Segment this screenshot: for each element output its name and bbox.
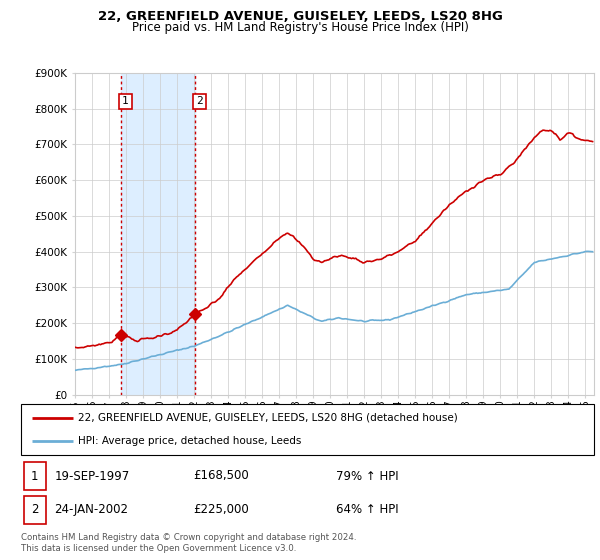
Text: Contains HM Land Registry data © Crown copyright and database right 2024.
This d: Contains HM Land Registry data © Crown c… (21, 533, 356, 553)
Text: 2: 2 (31, 503, 38, 516)
Bar (24, 462, 46, 490)
Text: 2: 2 (196, 96, 203, 106)
Text: Price paid vs. HM Land Registry's House Price Index (HPI): Price paid vs. HM Land Registry's House … (131, 21, 469, 34)
Text: HPI: Average price, detached house, Leeds: HPI: Average price, detached house, Leed… (78, 436, 302, 446)
Text: 64% ↑ HPI: 64% ↑ HPI (336, 503, 399, 516)
Text: £168,500: £168,500 (193, 469, 248, 483)
Text: 19-SEP-1997: 19-SEP-1997 (54, 469, 130, 483)
Bar (24, 496, 46, 524)
Text: £225,000: £225,000 (193, 503, 248, 516)
Text: 79% ↑ HPI: 79% ↑ HPI (336, 469, 399, 483)
Text: 1: 1 (122, 96, 129, 106)
Text: 22, GREENFIELD AVENUE, GUISELEY, LEEDS, LS20 8HG: 22, GREENFIELD AVENUE, GUISELEY, LEEDS, … (98, 10, 502, 22)
Text: 1: 1 (31, 469, 38, 483)
Text: 24-JAN-2002: 24-JAN-2002 (54, 503, 128, 516)
Text: 22, GREENFIELD AVENUE, GUISELEY, LEEDS, LS20 8HG (detached house): 22, GREENFIELD AVENUE, GUISELEY, LEEDS, … (78, 413, 458, 423)
Bar (121, 73, 196, 395)
